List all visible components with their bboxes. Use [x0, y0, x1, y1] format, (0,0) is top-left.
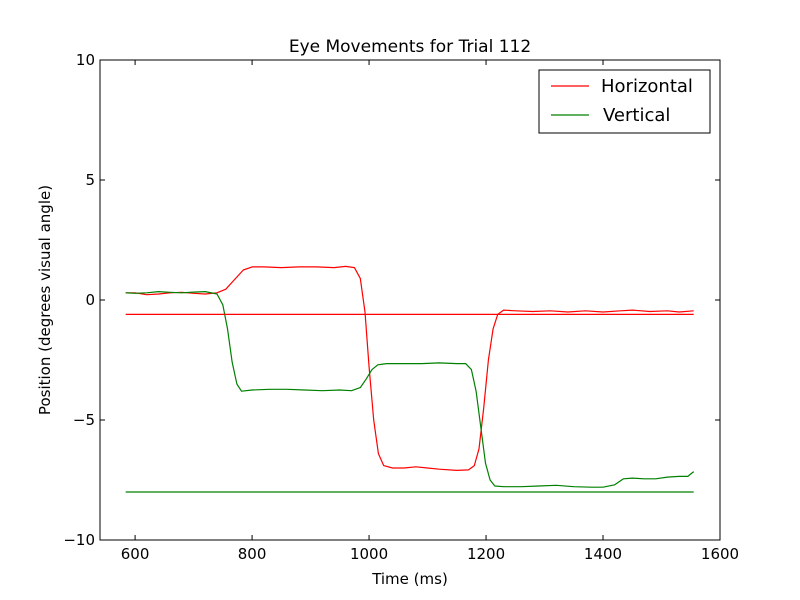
y-tick-label: 0	[85, 291, 95, 309]
y-tick-label: −5	[73, 411, 95, 429]
x-tick-label: 800	[238, 545, 267, 563]
series-line-vertical	[125, 291, 695, 488]
legend: Horizontal Vertical	[538, 69, 711, 134]
y-axis-label: Position (degrees visual angle)	[36, 185, 54, 415]
x-tick-label: 1600	[701, 545, 739, 563]
x-axis-label: Time (ms)	[371, 570, 448, 588]
legend-box	[538, 69, 711, 134]
x-tick-label: 1400	[584, 545, 622, 563]
x-tick-label: 600	[121, 545, 150, 563]
series-line-horizontal	[125, 265, 694, 471]
legend-label-vertical: Vertical	[603, 105, 670, 126]
y-tick-label: 10	[76, 51, 95, 69]
y-tick-label: −10	[63, 531, 95, 549]
legend-label-horizontal: Horizontal	[601, 76, 693, 97]
tick-layer: 600 800 1000 1200 1400 1600 10 5 0 −5 −10	[63, 51, 739, 563]
x-tick-label: 1000	[350, 545, 388, 563]
y-tick-label: 5	[85, 171, 95, 189]
chart-title: Eye Movements for Trial 112	[289, 37, 531, 57]
series-layer	[125, 265, 695, 493]
x-tick-label: 1200	[467, 545, 505, 563]
